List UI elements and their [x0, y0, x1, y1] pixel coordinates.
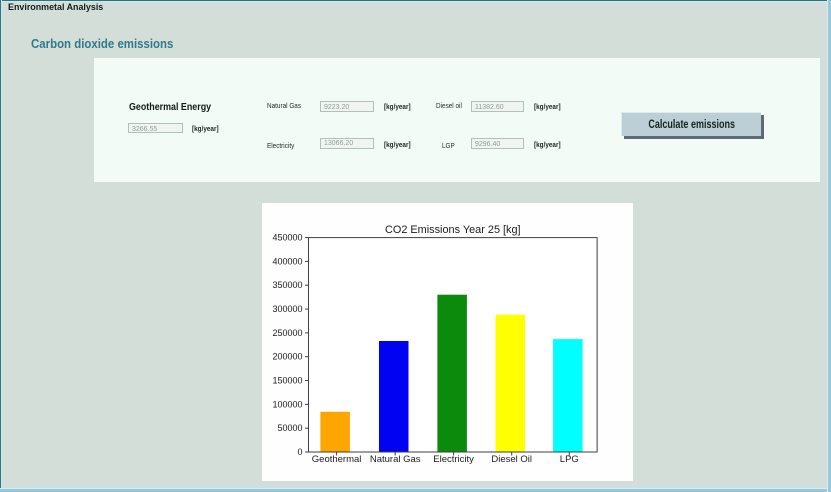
- svg-text:300000: 300000: [272, 304, 302, 314]
- svg-text:400000: 400000: [272, 256, 302, 266]
- svg-text:LPG: LPG: [560, 454, 579, 465]
- svg-text:0: 0: [297, 447, 302, 457]
- svg-text:CO2 Emissions Year 25 [kg]: CO2 Emissions Year 25 [kg]: [385, 224, 521, 236]
- svg-text:150000: 150000: [272, 376, 302, 386]
- svg-text:Electricity: Electricity: [433, 454, 474, 465]
- svg-text:250000: 250000: [272, 328, 302, 338]
- svg-text:200000: 200000: [272, 352, 302, 362]
- svg-text:350000: 350000: [272, 280, 302, 290]
- svg-text:100000: 100000: [272, 399, 302, 409]
- svg-text:450000: 450000: [272, 233, 302, 243]
- svg-text:Diesel Oil: Diesel Oil: [491, 454, 532, 465]
- svg-text:Natural Gas: Natural Gas: [370, 454, 421, 465]
- svg-text:Geothermal: Geothermal: [312, 454, 362, 465]
- svg-text:50000: 50000: [277, 423, 302, 433]
